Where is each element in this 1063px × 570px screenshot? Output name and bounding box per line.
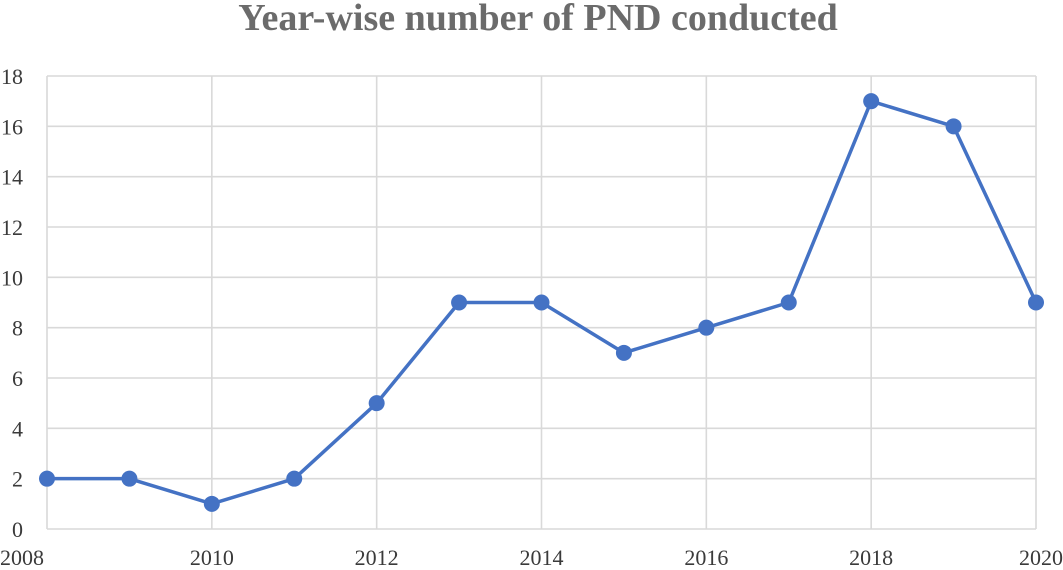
y-tick-label: 10 [1,265,23,290]
y-tick-label: 2 [12,467,23,492]
y-tick-label: 0 [12,517,23,542]
x-tick-label: 2020 [1019,545,1063,570]
data-point-2008 [39,470,55,487]
x-axis-tick-labels: 2008 2010 2012 2014 2016 2018 2020 [0,545,1063,570]
data-point-2009 [121,470,138,487]
x-tick-label: 2014 [520,545,564,570]
data-point-2018 [863,93,880,110]
data-point-2015 [615,344,632,361]
x-tick-label: 2010 [190,545,234,570]
x-tick-label: 2008 [0,545,44,570]
y-tick-label: 6 [12,366,23,391]
data-point-2019 [945,118,962,135]
y-tick-label: 12 [1,215,23,240]
y-tick-label: 4 [12,416,23,441]
data-series [39,93,1044,512]
data-point-2017 [780,294,797,311]
chart-title: Year-wise number of PND conducted [238,0,838,39]
data-point-2013 [451,294,468,311]
y-tick-label: 16 [1,114,23,139]
y-tick-label: 8 [12,316,23,341]
x-tick-label: 2018 [849,545,893,570]
data-point-2014 [533,294,550,311]
data-point-2012 [368,395,385,412]
data-point-2010 [203,495,220,512]
x-tick-label: 2016 [684,545,728,570]
y-tick-label: 14 [1,165,23,190]
data-point-2011 [286,470,303,487]
x-tick-label: 2012 [355,545,399,570]
data-point-2016 [698,319,715,336]
y-axis-tick-labels: 0 2 4 6 8 10 12 14 16 18 [1,64,23,542]
data-point-2020 [1028,294,1044,311]
y-tick-label: 18 [1,64,23,89]
